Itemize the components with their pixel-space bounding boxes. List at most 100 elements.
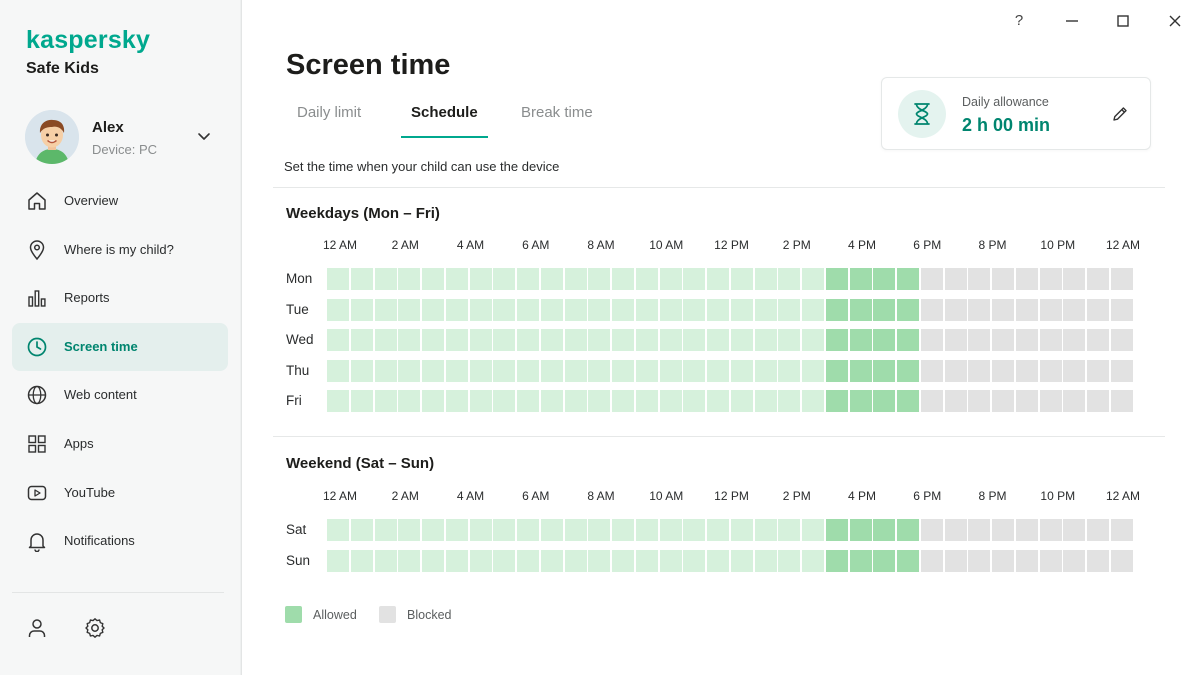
person-icon[interactable] bbox=[25, 616, 49, 640]
schedule-cell-allowed-active[interactable] bbox=[873, 519, 896, 541]
schedule-cell-allowed[interactable] bbox=[398, 549, 421, 572]
schedule-cell-blocked[interactable] bbox=[1063, 549, 1086, 572]
schedule-cell-blocked[interactable] bbox=[968, 359, 991, 382]
schedule-cell-blocked[interactable] bbox=[968, 329, 991, 351]
schedule-cell-allowed[interactable] bbox=[517, 549, 539, 572]
schedule-cell-allowed[interactable] bbox=[802, 298, 824, 321]
schedule-cell-allowed[interactable] bbox=[445, 519, 468, 541]
schedule-cell-allowed[interactable] bbox=[707, 359, 729, 382]
schedule-cell-allowed[interactable] bbox=[374, 549, 397, 572]
schedule-cell-blocked[interactable] bbox=[1039, 359, 1062, 382]
schedule-cell-allowed[interactable] bbox=[588, 268, 611, 290]
schedule-cell-allowed[interactable] bbox=[802, 359, 824, 382]
schedule-cell-allowed-active[interactable] bbox=[825, 390, 848, 412]
tab-daily-limit[interactable]: Daily limit bbox=[297, 104, 362, 121]
schedule-cell-allowed[interactable] bbox=[683, 329, 706, 351]
schedule-cell-allowed[interactable] bbox=[374, 298, 397, 321]
schedule-cell-blocked[interactable] bbox=[1110, 359, 1133, 382]
schedule-cell-allowed[interactable] bbox=[327, 359, 349, 382]
schedule-cell-allowed[interactable] bbox=[564, 359, 587, 382]
schedule-cell-allowed-active[interactable] bbox=[825, 298, 848, 321]
schedule-cell-allowed[interactable] bbox=[564, 519, 587, 541]
schedule-cell-blocked[interactable] bbox=[944, 298, 967, 321]
schedule-cell-allowed[interactable] bbox=[802, 390, 824, 412]
schedule-cell-allowed[interactable] bbox=[683, 268, 706, 290]
schedule-cell-allowed[interactable] bbox=[564, 329, 587, 351]
schedule-cell-allowed[interactable] bbox=[659, 298, 682, 321]
schedule-cell-allowed[interactable] bbox=[493, 329, 516, 351]
schedule-cell-blocked[interactable] bbox=[1015, 519, 1038, 541]
schedule-cell-allowed[interactable] bbox=[635, 298, 658, 321]
schedule-cell-blocked[interactable] bbox=[968, 268, 991, 290]
schedule-cell-allowed[interactable] bbox=[564, 390, 587, 412]
sidebar-item-youtube[interactable]: YouTube bbox=[12, 469, 228, 517]
schedule-cell-allowed[interactable] bbox=[493, 549, 516, 572]
schedule-cell-allowed[interactable] bbox=[374, 329, 397, 351]
schedule-cell-blocked[interactable] bbox=[992, 359, 1014, 382]
schedule-cell-allowed[interactable] bbox=[493, 390, 516, 412]
schedule-cell-blocked[interactable] bbox=[1015, 329, 1038, 351]
schedule-cell-allowed[interactable] bbox=[327, 390, 349, 412]
schedule-cell-allowed[interactable] bbox=[635, 329, 658, 351]
schedule-cell-allowed-active[interactable] bbox=[873, 390, 896, 412]
schedule-cell-allowed[interactable] bbox=[802, 329, 824, 351]
schedule-cell-allowed[interactable] bbox=[540, 359, 563, 382]
schedule-cell-allowed[interactable] bbox=[564, 298, 587, 321]
schedule-cell-allowed[interactable] bbox=[327, 329, 349, 351]
schedule-cell-blocked[interactable] bbox=[1063, 390, 1086, 412]
schedule-cell-allowed[interactable] bbox=[754, 268, 777, 290]
schedule-cell-allowed[interactable] bbox=[350, 268, 373, 290]
schedule-cell-allowed[interactable] bbox=[517, 298, 539, 321]
schedule-cell-blocked[interactable] bbox=[1015, 298, 1038, 321]
schedule-cell-allowed[interactable] bbox=[469, 519, 492, 541]
schedule-cell-allowed[interactable] bbox=[422, 519, 444, 541]
schedule-cell-allowed[interactable] bbox=[754, 359, 777, 382]
schedule-cell-blocked[interactable] bbox=[1087, 390, 1109, 412]
schedule-cell-allowed[interactable] bbox=[802, 519, 824, 541]
schedule-cell-allowed[interactable] bbox=[683, 549, 706, 572]
schedule-cell-allowed-active[interactable] bbox=[849, 298, 872, 321]
sidebar-item-where-is-my-child[interactable]: Where is my child? bbox=[12, 226, 228, 274]
schedule-cell-blocked[interactable] bbox=[1039, 549, 1062, 572]
schedule-cell-allowed[interactable] bbox=[422, 329, 444, 351]
schedule-cell-blocked[interactable] bbox=[992, 519, 1014, 541]
schedule-cell-allowed-active[interactable] bbox=[849, 359, 872, 382]
schedule-cell-allowed-active[interactable] bbox=[825, 268, 848, 290]
schedule-cell-blocked[interactable] bbox=[944, 268, 967, 290]
schedule-cell-allowed[interactable] bbox=[683, 298, 706, 321]
chevron-down-icon[interactable] bbox=[196, 128, 212, 144]
schedule-cell-allowed[interactable] bbox=[517, 390, 539, 412]
maximize-icon[interactable] bbox=[1112, 10, 1134, 32]
schedule-cell-blocked[interactable] bbox=[944, 390, 967, 412]
schedule-cell-allowed[interactable] bbox=[469, 390, 492, 412]
schedule-cell-allowed[interactable] bbox=[327, 519, 349, 541]
schedule-cell-blocked[interactable] bbox=[920, 390, 943, 412]
schedule-cell-allowed[interactable] bbox=[374, 390, 397, 412]
schedule-cell-allowed[interactable] bbox=[612, 359, 634, 382]
schedule-cell-blocked[interactable] bbox=[992, 298, 1014, 321]
schedule-cell-blocked[interactable] bbox=[992, 390, 1014, 412]
schedule-cell-allowed[interactable] bbox=[422, 268, 444, 290]
schedule-cell-allowed[interactable] bbox=[350, 298, 373, 321]
schedule-cell-blocked[interactable] bbox=[1110, 329, 1133, 351]
schedule-cell-allowed[interactable] bbox=[398, 329, 421, 351]
schedule-cell-allowed[interactable] bbox=[683, 390, 706, 412]
schedule-cell-allowed-active[interactable] bbox=[873, 549, 896, 572]
schedule-cell-blocked[interactable] bbox=[992, 268, 1014, 290]
schedule-cell-allowed[interactable] bbox=[635, 549, 658, 572]
schedule-cell-allowed[interactable] bbox=[398, 519, 421, 541]
schedule-cell-allowed[interactable] bbox=[730, 329, 753, 351]
schedule-cell-allowed[interactable] bbox=[730, 298, 753, 321]
schedule-cell-allowed[interactable] bbox=[707, 268, 729, 290]
pencil-icon[interactable] bbox=[1111, 105, 1129, 123]
schedule-cell-blocked[interactable] bbox=[1110, 549, 1133, 572]
schedule-cell-allowed[interactable] bbox=[730, 549, 753, 572]
schedule-cell-blocked[interactable] bbox=[920, 329, 943, 351]
schedule-cell-allowed[interactable] bbox=[445, 268, 468, 290]
schedule-cell-blocked[interactable] bbox=[1110, 519, 1133, 541]
schedule-cell-allowed[interactable] bbox=[612, 390, 634, 412]
schedule-cell-allowed[interactable] bbox=[683, 519, 706, 541]
schedule-cell-blocked[interactable] bbox=[1015, 268, 1038, 290]
schedule-cell-allowed[interactable] bbox=[398, 298, 421, 321]
schedule-cell-blocked[interactable] bbox=[944, 519, 967, 541]
